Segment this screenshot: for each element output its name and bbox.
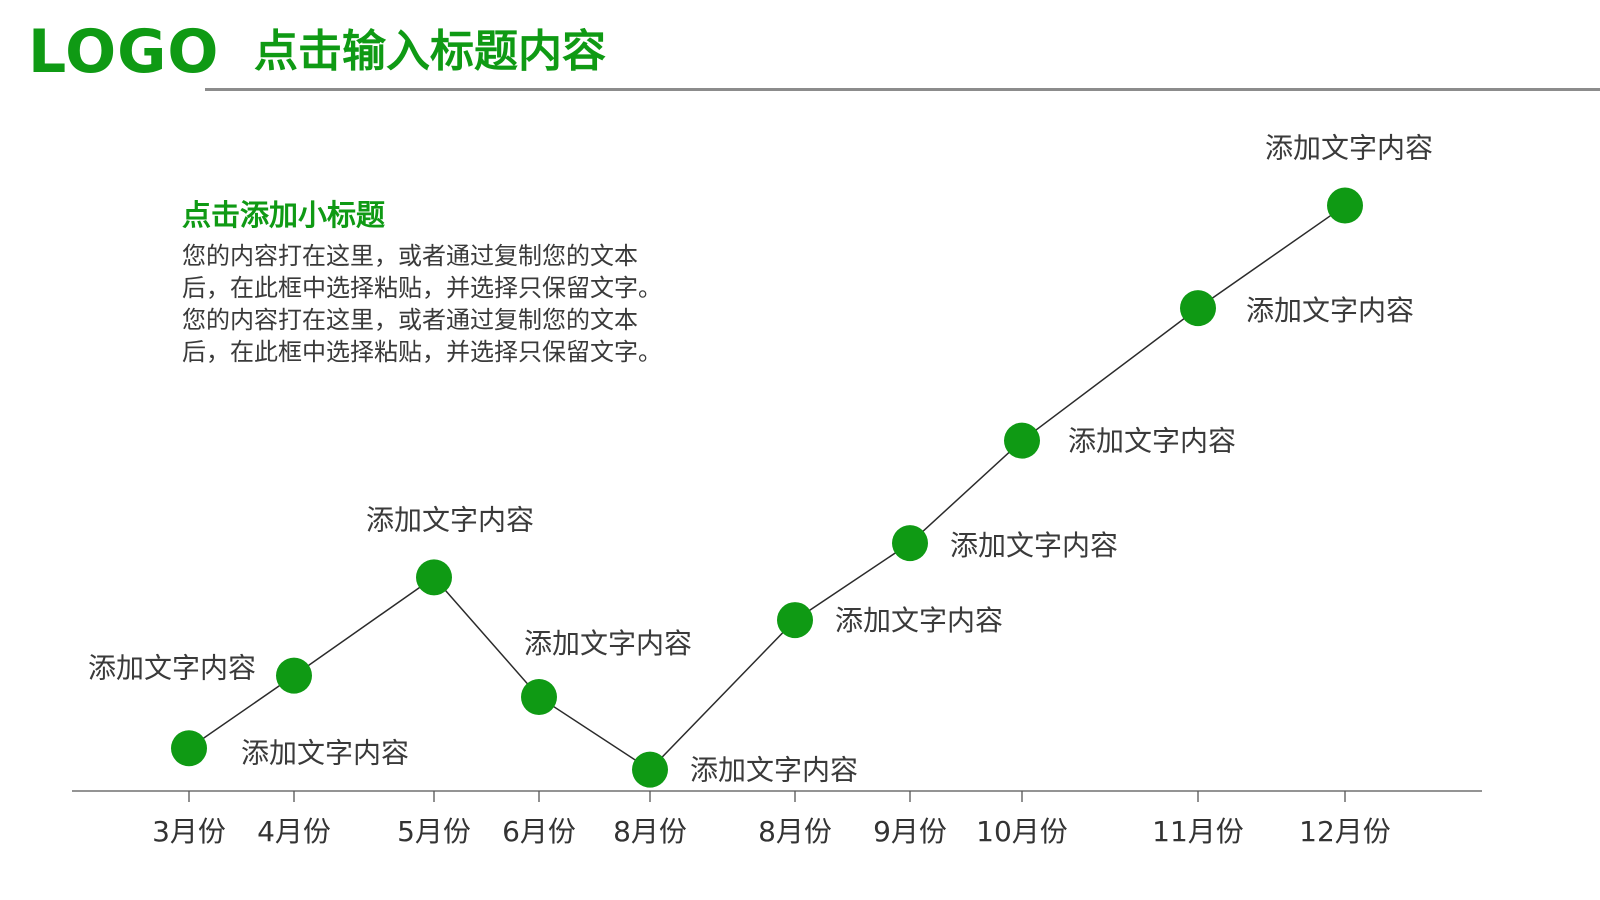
data-label: 添加文字内容: [524, 627, 692, 660]
intro-line: 您的内容打在这里，或者通过复制您的文本: [182, 242, 638, 270]
x-tick-label: 4月份: [257, 815, 331, 848]
data-label: 添加文字内容: [1068, 425, 1236, 458]
data-point: [171, 730, 207, 767]
data-point: [276, 657, 312, 694]
x-tick-label: 11月份: [1152, 815, 1244, 848]
data-label: 添加文字内容: [88, 652, 256, 685]
data-point: [1004, 422, 1040, 459]
x-tick-label: 12月份: [1299, 815, 1391, 848]
header-divider: [205, 88, 1600, 91]
data-point: [892, 525, 928, 562]
data-point: [777, 602, 813, 639]
intro-body[interactable]: 您的内容打在这里，或者通过复制您的文本 后，在此框中选择粘贴，并选择只保留文字。…: [182, 240, 722, 368]
data-label: 添加文字内容: [1246, 294, 1414, 327]
series-line: [188, 204, 1346, 771]
data-point: [632, 751, 668, 788]
data-label: 添加文字内容: [835, 604, 1003, 637]
x-tick-label: 8月份: [758, 815, 832, 848]
data-label: 添加文字内容: [366, 503, 534, 536]
x-tick-label: 9月份: [873, 815, 947, 848]
intro-subtitle[interactable]: 点击添加小标题: [182, 198, 386, 232]
x-tick-label: 10月份: [976, 815, 1068, 848]
intro-line: 后，在此框中选择粘贴，并选择只保留文字。: [182, 338, 662, 366]
data-label: 添加文字内容: [690, 754, 858, 787]
data-label: 添加文字内容: [1265, 132, 1433, 165]
data-label: 添加文字内容: [241, 736, 409, 769]
x-tick-label: 5月份: [397, 815, 471, 848]
page-title[interactable]: 点击输入标题内容: [254, 26, 606, 77]
data-point: [1180, 290, 1216, 327]
intro-line: 您的内容打在这里，或者通过复制您的文本: [182, 306, 638, 334]
data-point: [416, 559, 452, 596]
x-tick-label: 6月份: [502, 815, 576, 848]
intro-line: 后，在此框中选择粘贴，并选择只保留文字。: [182, 274, 662, 302]
data-label: 添加文字内容: [950, 529, 1118, 562]
data-point: [1327, 187, 1363, 224]
logo: LOGO: [28, 17, 220, 87]
x-tick-label: 8月份: [613, 815, 687, 848]
data-point: [521, 678, 557, 715]
x-tick-label: 3月份: [152, 815, 226, 848]
